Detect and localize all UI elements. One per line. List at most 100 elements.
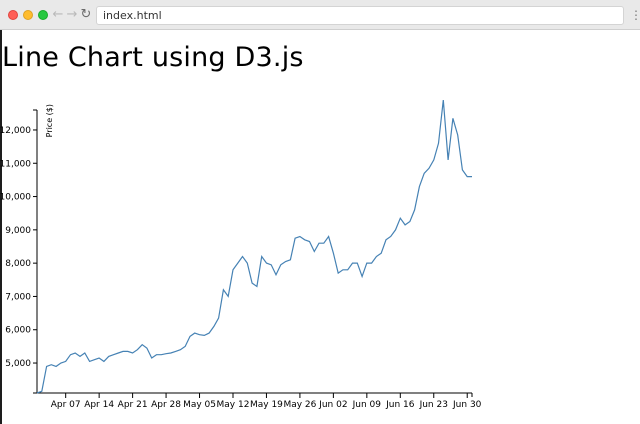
x-tick-label: May 05 xyxy=(183,400,216,410)
data-point xyxy=(89,361,90,362)
price-line xyxy=(36,100,472,394)
data-point xyxy=(309,241,310,242)
y-tick-label: 9,000 xyxy=(5,226,31,236)
data-point xyxy=(362,276,363,277)
data-point xyxy=(452,118,453,119)
minimize-window-button[interactable] xyxy=(23,10,33,20)
data-point xyxy=(60,362,61,363)
data-point xyxy=(366,263,367,264)
data-point xyxy=(395,229,396,230)
data-point xyxy=(94,359,95,360)
data-point xyxy=(304,239,305,240)
data-point xyxy=(209,333,210,334)
arrow-right-icon[interactable]: → xyxy=(66,7,78,22)
line-chart: 5,000 6,000 7,000 8,000 9,000 10,000 11,000 12,… xyxy=(0,100,482,410)
data-point xyxy=(409,221,410,222)
data-point xyxy=(471,176,472,177)
data-point xyxy=(419,186,420,187)
browser-toolbar: ← → ↻ index.html ⋮ xyxy=(0,0,640,30)
data-point xyxy=(424,173,425,174)
x-tick-label: May 26 xyxy=(283,400,316,410)
x-tick-label: Jun 02 xyxy=(318,400,347,410)
data-point xyxy=(414,209,415,210)
data-point xyxy=(256,286,257,287)
data-point xyxy=(65,361,66,362)
data-point xyxy=(338,273,339,274)
page-title: Line Chart using D3.js xyxy=(2,42,304,73)
x-tick-label: Jun 30 xyxy=(452,400,482,410)
data-point xyxy=(122,351,123,352)
data-point xyxy=(462,169,463,170)
vertical-dots-icon[interactable]: ⋮ xyxy=(630,8,640,22)
data-point xyxy=(290,259,291,260)
y-tick-label: 12,000 xyxy=(0,126,31,136)
data-point xyxy=(323,243,324,244)
data-point xyxy=(467,176,468,177)
data-point xyxy=(213,326,214,327)
data-point xyxy=(352,263,353,264)
data-point xyxy=(142,344,143,345)
data-point xyxy=(151,357,152,358)
data-point xyxy=(438,143,439,144)
y-tick-label: 11,000 xyxy=(0,159,31,169)
arrow-left-icon[interactable]: ← xyxy=(52,7,64,22)
data-point xyxy=(314,251,315,252)
x-tick-label: Apr 14 xyxy=(84,400,114,410)
x-tick-label: Jun 16 xyxy=(385,400,415,410)
x-tick-label: May 19 xyxy=(250,400,283,410)
y-axis: 5,000 6,000 7,000 8,000 9,000 10,000 11,000 12,… xyxy=(0,109,38,393)
data-point xyxy=(271,264,272,265)
data-point xyxy=(146,348,147,349)
data-point xyxy=(180,349,181,350)
data-point xyxy=(261,256,262,257)
data-point xyxy=(70,354,71,355)
maximize-window-button[interactable] xyxy=(38,10,48,20)
data-point xyxy=(405,224,406,225)
x-axis: Apr 07 Apr 14 Apr 21 Apr 28 May 05 May 12 May … xyxy=(33,392,482,410)
y-tick-label: 5,000 xyxy=(5,359,31,369)
data-point xyxy=(108,356,109,357)
data-point xyxy=(376,256,377,257)
data-point xyxy=(318,243,319,244)
x-tick-label: Jun 23 xyxy=(419,400,448,410)
data-point xyxy=(457,134,458,135)
data-point xyxy=(36,392,37,393)
address-bar[interactable]: index.html xyxy=(96,6,624,25)
data-point xyxy=(132,352,133,353)
data-point xyxy=(75,352,76,353)
data-point xyxy=(228,296,229,297)
data-point xyxy=(299,236,300,237)
data-point xyxy=(371,263,372,264)
data-point xyxy=(342,269,343,270)
data-point xyxy=(175,351,176,352)
data-point xyxy=(79,356,80,357)
data-point xyxy=(400,218,401,219)
close-window-button[interactable] xyxy=(8,10,18,20)
y-tick-label: 7,000 xyxy=(5,292,31,302)
data-point xyxy=(99,357,100,358)
data-point xyxy=(118,352,119,353)
reload-icon[interactable]: ↻ xyxy=(80,7,92,22)
data-point xyxy=(41,391,42,392)
data-point xyxy=(223,289,224,290)
data-point xyxy=(170,352,171,353)
address-text: index.html xyxy=(103,9,162,22)
data-point xyxy=(189,336,190,337)
data-point xyxy=(56,366,57,367)
data-point xyxy=(166,353,167,354)
x-tick-label: Apr 28 xyxy=(151,400,181,410)
data-point xyxy=(127,351,128,352)
data-point xyxy=(199,334,200,335)
data-point xyxy=(357,263,358,264)
window-left-edge xyxy=(0,30,2,424)
data-point xyxy=(247,263,248,264)
data-point xyxy=(218,318,219,319)
data-point xyxy=(103,361,104,362)
data-point xyxy=(185,346,186,347)
data-point xyxy=(275,274,276,275)
data-point xyxy=(333,253,334,254)
y-tick-label: 6,000 xyxy=(5,326,31,336)
data-point xyxy=(232,269,233,270)
data-point xyxy=(194,333,195,334)
data-point xyxy=(433,159,434,160)
